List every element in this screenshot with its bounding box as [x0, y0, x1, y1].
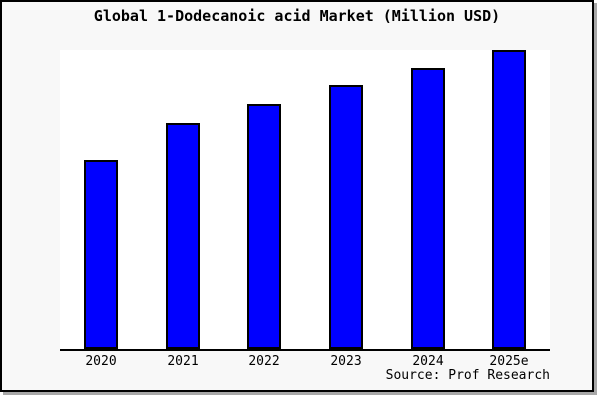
x-tick-2021: 2021: [167, 354, 199, 369]
bar-2021: [166, 123, 200, 349]
x-tick-2022: 2022: [248, 354, 280, 369]
x-tick-2025e: 2025e: [489, 354, 529, 369]
chart-title: Global 1-Dodecanoic acid Market (Million…: [93, 7, 501, 25]
bar-2020: [84, 160, 118, 349]
bar-2025e: [492, 50, 526, 349]
bar-2023: [329, 85, 363, 349]
plot-area: [60, 50, 550, 351]
x-tick-2024: 2024: [412, 354, 444, 369]
source-note: Source: Prof Research: [385, 368, 550, 383]
x-tick-2020: 2020: [85, 354, 117, 369]
x-tick-2023: 2023: [330, 354, 362, 369]
bars-layer: [60, 50, 550, 349]
bar-2022: [247, 104, 281, 349]
bar-2024: [411, 68, 445, 349]
chart-figure: Global 1-Dodecanoic acid Market (Million…: [0, 0, 594, 392]
